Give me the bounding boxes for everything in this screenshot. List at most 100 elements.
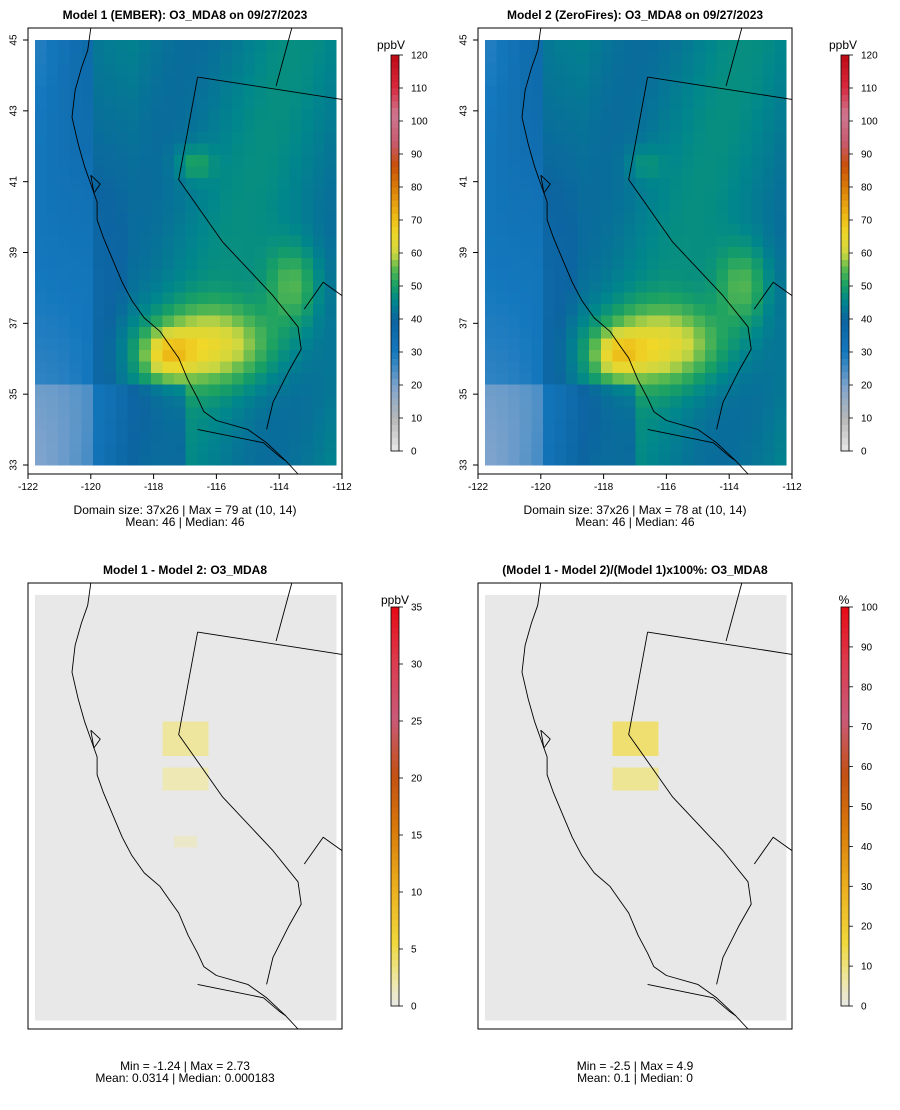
map-cell — [647, 189, 660, 202]
map-cell — [58, 430, 71, 443]
map-cell — [716, 617, 729, 630]
map-cell — [681, 373, 694, 385]
map-cell — [508, 916, 521, 929]
map-cell — [589, 361, 602, 374]
map-cell — [81, 281, 94, 294]
map-cell — [127, 51, 140, 64]
map-cell — [289, 790, 302, 803]
map-cell — [324, 246, 337, 259]
map-cell — [220, 430, 233, 443]
map-cell — [104, 51, 117, 64]
map-cell — [92, 407, 105, 420]
map-cell — [92, 882, 105, 895]
map-cell — [647, 767, 660, 780]
map-cell — [589, 709, 602, 722]
map-cell — [751, 384, 764, 397]
map-area — [478, 582, 793, 1030]
map-cell — [231, 870, 244, 883]
map-cell — [278, 686, 291, 699]
map-cell — [612, 315, 625, 328]
map-cell — [704, 269, 717, 282]
map-cell — [774, 85, 787, 98]
map-cell — [139, 905, 152, 918]
map-cell — [716, 246, 729, 259]
map-cell — [69, 97, 82, 110]
map-cell — [658, 350, 671, 363]
map-cell — [623, 675, 636, 688]
map-cell — [531, 396, 544, 408]
colorbar-segment — [391, 68, 399, 76]
map-cell — [600, 281, 613, 294]
map-cell — [577, 698, 590, 711]
map-cell — [762, 269, 775, 282]
map-cell — [185, 281, 198, 294]
map-cell — [104, 235, 117, 248]
map-cell — [635, 778, 648, 791]
map-cell — [139, 744, 152, 757]
map-cell — [531, 338, 544, 351]
map-cell — [150, 350, 163, 363]
map-cell — [693, 292, 706, 305]
map-cell — [312, 338, 325, 351]
map-cell — [508, 200, 521, 213]
map-cell — [312, 223, 325, 236]
map-cell — [739, 824, 752, 837]
map-cell — [739, 686, 752, 699]
map-cell — [243, 154, 256, 167]
map-cell — [647, 744, 660, 757]
map-cell — [35, 859, 47, 872]
map-cell — [496, 813, 509, 826]
map-cell — [542, 235, 555, 248]
map-cell — [173, 85, 186, 98]
map-cell — [289, 801, 302, 814]
map-cell — [173, 606, 186, 619]
map-cell — [173, 338, 186, 351]
map-cell — [92, 595, 105, 607]
map-cell — [301, 1008, 314, 1021]
map-cell — [774, 131, 787, 144]
map-cell — [670, 962, 683, 975]
map-cell — [623, 281, 636, 294]
map-cell — [324, 997, 337, 1009]
map-cell — [693, 721, 706, 734]
map-cell — [208, 640, 221, 653]
map-cell — [162, 617, 175, 630]
map-cell — [104, 350, 117, 363]
map-cell — [508, 108, 521, 121]
map-cell — [496, 430, 509, 443]
map-cell — [81, 315, 94, 328]
map-cell — [647, 97, 660, 110]
map-cell — [127, 675, 140, 688]
map-cell — [577, 212, 590, 225]
map-cell — [220, 893, 233, 906]
map-cell — [670, 721, 683, 734]
map-cell — [751, 223, 764, 236]
map-cell — [751, 235, 764, 248]
map-cell — [485, 40, 497, 52]
map-cell — [104, 882, 117, 895]
map-cell — [693, 97, 706, 110]
map-cell — [92, 51, 105, 64]
map-cell — [173, 790, 186, 803]
colorbar-segment — [391, 338, 399, 346]
map-cell — [69, 269, 82, 282]
colorbar-segment — [841, 325, 849, 333]
map-cell — [46, 595, 59, 607]
map-cell — [589, 430, 602, 443]
map-cell — [623, 177, 636, 190]
map-cell — [278, 292, 291, 305]
map-cell — [301, 721, 314, 734]
map-cell — [554, 258, 567, 271]
map-cell — [162, 453, 175, 466]
map-cell — [716, 675, 729, 688]
map-cell — [739, 859, 752, 872]
map-cell — [289, 350, 302, 363]
map-cell — [197, 893, 210, 906]
map-cell — [704, 801, 717, 814]
colorbar-segment — [391, 345, 399, 353]
map-cell — [762, 675, 775, 688]
map-cell — [69, 985, 82, 998]
map-cell — [46, 85, 59, 98]
colorbar-segment — [841, 660, 849, 668]
map-cell — [220, 304, 233, 317]
